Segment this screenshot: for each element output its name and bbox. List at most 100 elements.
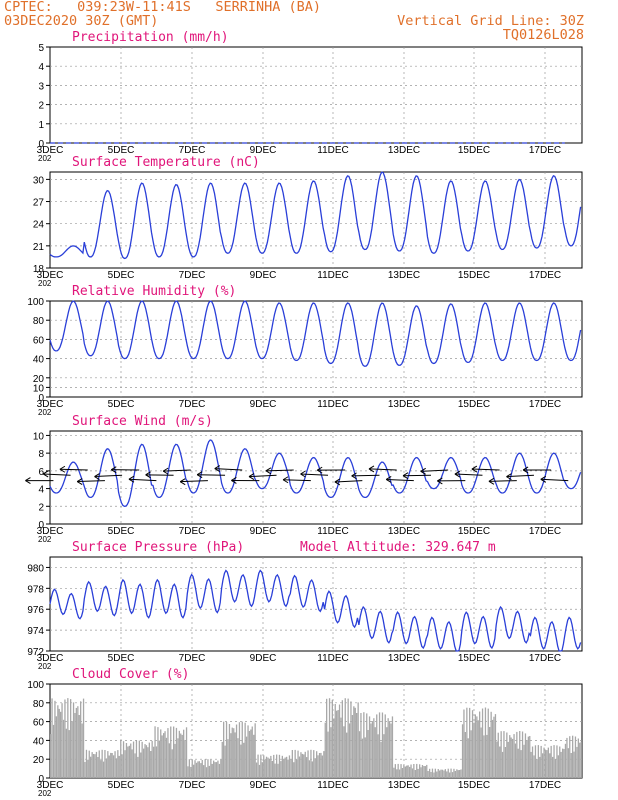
cloud-bar: [338, 704, 341, 778]
cloud-bar: [539, 756, 541, 778]
cloud-bar: [271, 761, 273, 778]
y-tick-label: 0: [38, 393, 44, 404]
x-tick-label: 15DEC: [458, 270, 490, 281]
header-model-id: TQ0126L028: [502, 27, 584, 43]
cloud-bar: [537, 745, 539, 778]
cloud-bar: [74, 713, 76, 778]
wind-arrow-head: [214, 465, 221, 473]
cloud-bar: [286, 756, 288, 778]
x-tick-label: 3DEC: [37, 526, 64, 537]
cloud-bar: [98, 750, 100, 778]
cloud-bar: [231, 727, 233, 778]
cloud-bar: [193, 764, 195, 778]
cloud-bar: [60, 711, 62, 778]
wind-arrow: [77, 480, 105, 483]
cloud-bar: [85, 749, 88, 778]
cloud-bar: [168, 743, 170, 778]
cloud-bar: [137, 756, 139, 778]
cloud-bar: [456, 769, 458, 778]
cloud-bar: [437, 769, 439, 778]
cloud-bar: [380, 741, 382, 778]
cloud-bar: [493, 716, 495, 778]
cloud-bar: [288, 755, 291, 778]
cloud-bar: [110, 752, 112, 778]
cloud-bar: [446, 771, 448, 778]
wind-arrow: [197, 474, 226, 476]
wind-arrow-head: [162, 467, 169, 475]
cloud-bar: [250, 729, 252, 778]
y-tick-label: 4: [38, 62, 44, 73]
cloud-bar: [225, 722, 228, 778]
cloud-bar: [490, 711, 492, 778]
wind-arrow-head: [488, 477, 495, 485]
x-tick-label: 11DEC: [317, 399, 349, 410]
cloud-bar: [223, 721, 225, 778]
wind-arrow: [265, 469, 294, 472]
panel-title: Surface Temperature (nC): [72, 155, 260, 170]
cloud-bar: [101, 749, 103, 778]
y-tick-label: 972: [27, 647, 44, 658]
wind-arrow-head: [179, 478, 186, 486]
x-tick-label: 7DEC: [179, 399, 206, 410]
x-tick-label: 5DEC: [108, 399, 135, 410]
cloud-bar: [360, 713, 362, 778]
wind-arrow-head: [420, 467, 426, 475]
cloud-bar: [397, 763, 399, 778]
cloud-bar: [276, 754, 278, 778]
wind-arrow: [163, 469, 191, 472]
cloud-bar: [371, 721, 374, 778]
cloud-bar: [466, 707, 468, 778]
cloud-bar: [390, 723, 392, 778]
wind-arrow: [334, 480, 363, 483]
cloud-bar: [235, 724, 238, 778]
x-tick-label: 15DEC: [458, 145, 490, 156]
wind-arrow: [351, 474, 380, 477]
cloud-bar: [449, 772, 451, 778]
cloud-bar: [384, 714, 386, 778]
cloud-bar: [248, 731, 251, 778]
cloud-bar: [234, 732, 236, 778]
cloud-bar: [108, 755, 110, 778]
cloud-bar: [227, 739, 229, 778]
cloud-bar: [135, 740, 138, 778]
cloud-bar: [336, 710, 338, 778]
cloud-bar: [377, 734, 379, 778]
wind-arrow: [283, 479, 311, 482]
wind-arrow-head: [76, 478, 83, 485]
cloud-bar: [221, 741, 223, 778]
cloud-bar: [296, 759, 298, 778]
cloud-bar: [170, 726, 172, 778]
cloud-bar: [391, 716, 394, 778]
header-line1: CPTEC: 039:23W-11:41S SERRINHA (BA): [4, 0, 321, 15]
cloud-bar: [294, 749, 296, 778]
cloud-bar: [376, 714, 378, 778]
cloud-bar: [187, 766, 189, 778]
cloud-bar: [383, 734, 385, 778]
cloud-bar: [481, 708, 484, 778]
x-year-fragment: 202: [38, 662, 52, 671]
cloud-bar: [348, 723, 351, 778]
cloud-bar: [531, 746, 534, 778]
x-tick-label: 9DEC: [250, 270, 277, 281]
wind-arrow-head: [265, 467, 272, 475]
cloud-bar: [57, 705, 59, 778]
cloud-bar: [341, 700, 343, 778]
cloud-bar: [471, 710, 474, 778]
cloud-bar: [469, 707, 471, 778]
cloud-bar: [218, 763, 221, 778]
cloud-bar: [177, 738, 179, 778]
cloud-bar: [67, 698, 69, 778]
cloud-bar: [330, 727, 332, 778]
cloud-bar: [230, 733, 232, 778]
cloud-bar: [416, 763, 418, 778]
cloud-bar: [554, 759, 557, 778]
wind-arrow-head: [351, 472, 357, 480]
cloud-bar: [121, 754, 123, 778]
cloud-bar: [197, 761, 199, 778]
cloud-bar: [81, 723, 83, 778]
x-tick-label: 5DEC: [108, 526, 135, 537]
cloud-bar: [164, 731, 166, 778]
x-tick-label: 13DEC: [388, 526, 420, 537]
series-line: [49, 300, 582, 367]
cloud-bar: [283, 758, 285, 778]
